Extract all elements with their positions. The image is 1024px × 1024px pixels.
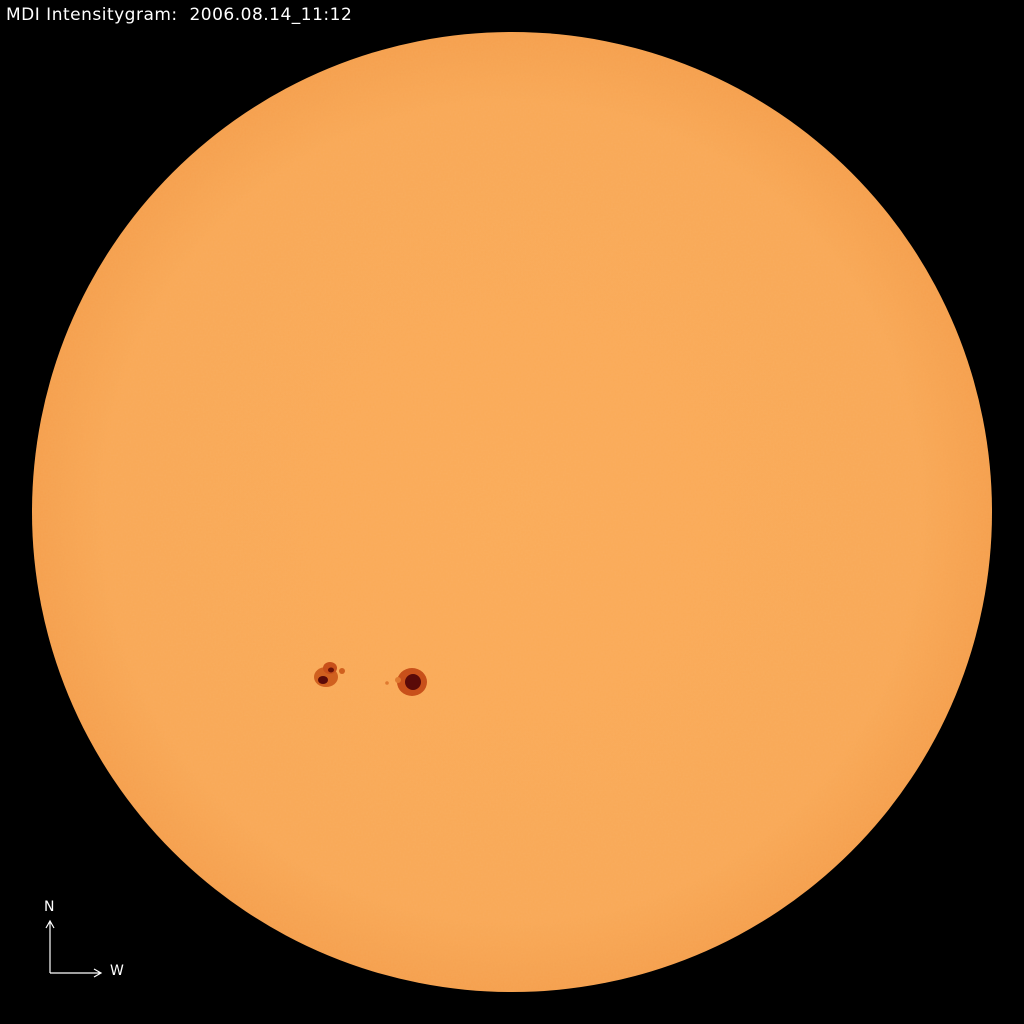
granulation-texture <box>32 32 992 992</box>
sunspot-group-left <box>314 662 345 687</box>
image-title: MDI Intensitygram: 2006.08.14_11:12 <box>6 5 353 25</box>
compass-west-label: W <box>110 963 124 979</box>
compass-arrows-icon <box>45 919 103 978</box>
sunspot-group-right <box>385 668 427 696</box>
compass-north-label: N <box>44 899 55 915</box>
